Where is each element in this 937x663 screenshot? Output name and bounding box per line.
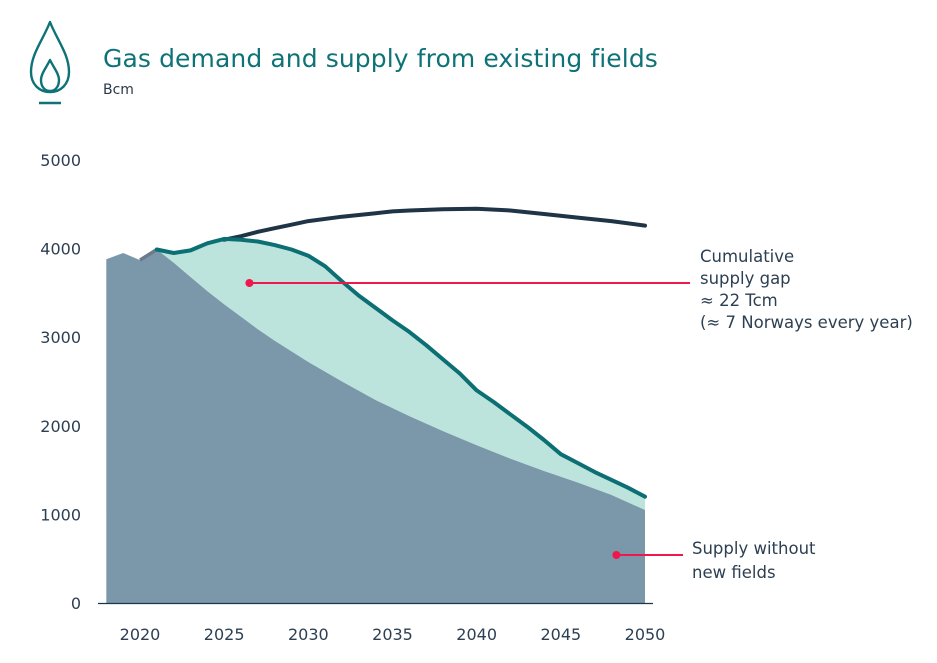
annotation-dot bbox=[612, 551, 621, 559]
supply-gap-area bbox=[156, 238, 646, 510]
x-tick-label: 2050 bbox=[625, 625, 666, 644]
y-tick-label: 1000 bbox=[40, 505, 81, 524]
y-tick-label: 3000 bbox=[40, 328, 81, 347]
x-tick-label: 2020 bbox=[120, 625, 161, 644]
annotation-text: Cumulative bbox=[700, 247, 794, 266]
annotation-dot bbox=[245, 279, 254, 287]
annotation-text: new fields bbox=[692, 563, 776, 582]
x-tick-label: 2035 bbox=[372, 625, 413, 644]
y-tick-label: 0 bbox=[71, 594, 81, 613]
annotation-text: ≈ 22 Tcm bbox=[700, 291, 778, 310]
lines-layer bbox=[139, 206, 647, 499]
x-tick-label: 2045 bbox=[540, 625, 581, 644]
x-tick-label: 2030 bbox=[288, 625, 329, 644]
annotation-text: supply gap bbox=[700, 269, 791, 288]
areas-layer bbox=[106, 238, 646, 603]
annotation-text: (≈ 7 Norways every year) bbox=[700, 313, 913, 332]
y-tick-label: 2000 bbox=[40, 417, 81, 436]
y-axis-ticks: 0 1000 2000 3000 4000 5000 bbox=[40, 151, 81, 613]
history-bridge-line bbox=[139, 248, 158, 262]
chart-unit-label: Bcm bbox=[103, 82, 134, 98]
annotation-text: Supply without bbox=[692, 539, 816, 558]
x-tick-label: 2025 bbox=[204, 625, 245, 644]
y-tick-label: 4000 bbox=[40, 240, 81, 259]
existing-fields-area bbox=[106, 249, 646, 603]
chart-title: Gas demand and supply from existing fiel… bbox=[103, 44, 658, 73]
annotations: Cumulative supply gap ≈ 22 Tcm (≈ 7 Norways… bbox=[245, 247, 913, 582]
x-tick-label: 2040 bbox=[456, 625, 497, 644]
x-axis-ticks: 2020 2025 2030 2035 2040 2045 2050 bbox=[120, 625, 666, 644]
y-tick-label: 5000 bbox=[40, 151, 81, 170]
gas-flame-icon bbox=[25, 18, 75, 112]
supply-with-new-fields-line bbox=[154, 236, 647, 499]
demand-line bbox=[222, 206, 647, 242]
